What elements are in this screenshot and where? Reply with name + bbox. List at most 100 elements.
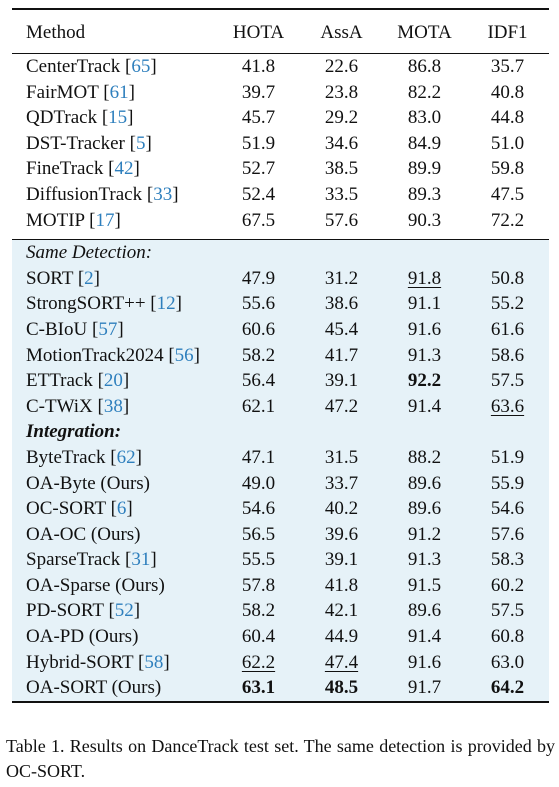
citation-link[interactable]: 12 bbox=[156, 293, 176, 315]
group-same-detection: Same Detection: SORT [2] 47.9 31.2 91.8 50.8 S… bbox=[12, 240, 549, 702]
assa-cell: 39.1 bbox=[300, 547, 383, 573]
mota-value: 89.6 bbox=[407, 472, 442, 494]
table-row-pd-sort: PD-SORT [52] 58.2 42.1 89.6 57.5 bbox=[12, 598, 549, 625]
idf1-cell: 55.9 bbox=[466, 470, 549, 497]
mota-value: 83.0 bbox=[407, 107, 442, 129]
hota-value: 47.9 bbox=[241, 267, 276, 289]
citation-link[interactable]: 56 bbox=[174, 344, 194, 366]
hota-value: 49.0 bbox=[241, 472, 276, 494]
table-row-oa-sort-ours: OA-SORT (Ours) 63.1 48.5 91.7 64.2 bbox=[12, 675, 549, 702]
citation-link[interactable]: 57 bbox=[98, 318, 118, 340]
assa-cell: 41.7 bbox=[300, 342, 383, 369]
idf1-cell: 63.0 bbox=[466, 649, 549, 676]
mota-cell: 91.2 bbox=[383, 521, 466, 548]
idf1-value: 58.6 bbox=[490, 344, 525, 366]
method-name: DiffusionTrack bbox=[26, 183, 143, 205]
method-name: DST-Tracker bbox=[26, 132, 125, 154]
method-name: MotionTrack2024 bbox=[26, 344, 164, 366]
citation-link[interactable]: 61 bbox=[109, 81, 129, 103]
citation-link[interactable]: 15 bbox=[108, 107, 128, 129]
method-name: OA-SORT (Ours) bbox=[26, 677, 162, 699]
table-row-oa-byte-ours: OA-Byte (Ours) 49.0 33.7 89.6 55.9 bbox=[12, 470, 549, 497]
assa-value: 23.8 bbox=[324, 81, 359, 103]
hota-cell: 52.7 bbox=[217, 156, 300, 182]
method-name: SORT bbox=[26, 267, 74, 289]
citation-link[interactable]: 65 bbox=[131, 56, 151, 77]
assa-value: 38.5 bbox=[324, 158, 359, 180]
section-same-detection: Same Detection: bbox=[12, 240, 549, 266]
assa-cell: 48.5 bbox=[300, 675, 383, 702]
idf1-value: 60.2 bbox=[490, 574, 525, 596]
idf1-value: 40.8 bbox=[490, 81, 525, 103]
method-name: ByteTrack bbox=[26, 446, 106, 468]
citation-link[interactable]: 6 bbox=[116, 498, 127, 520]
method-name: MOTIP bbox=[26, 209, 85, 231]
hota-cell: 49.0 bbox=[217, 470, 300, 497]
mota-value: 89.6 bbox=[407, 498, 442, 520]
assa-value: 33.5 bbox=[324, 183, 359, 205]
idf1-cell: 54.6 bbox=[466, 496, 549, 522]
mota-value: 89.6 bbox=[407, 600, 442, 622]
assa-value: 48.5 bbox=[324, 677, 359, 699]
mota-cell: 91.7 bbox=[383, 675, 466, 702]
idf1-cell: 47.5 bbox=[466, 182, 549, 208]
citation-link[interactable]: 31 bbox=[131, 549, 151, 571]
idf1-value: 60.8 bbox=[490, 626, 525, 648]
citation-link[interactable]: 38 bbox=[103, 395, 123, 417]
citation-link[interactable]: 17 bbox=[95, 209, 115, 231]
citation-link[interactable]: 5 bbox=[135, 132, 146, 154]
table-row-oa-sparse-ours: OA-Sparse (Ours) 57.8 41.8 91.5 60.2 bbox=[12, 572, 549, 599]
assa-cell: 38.5 bbox=[300, 156, 383, 182]
idf1-value: 57.5 bbox=[490, 370, 525, 392]
citation-link[interactable]: 62 bbox=[116, 446, 136, 468]
hota-cell: 57.8 bbox=[217, 572, 300, 599]
method-cell: CenterTrack [65] bbox=[26, 56, 157, 77]
mota-value: 91.3 bbox=[407, 549, 442, 571]
assa-value: 45.4 bbox=[324, 318, 359, 340]
method-name: OC-SORT bbox=[26, 498, 106, 520]
idf1-value: 58.3 bbox=[490, 549, 525, 571]
method-cell: Hybrid-SORT [58] bbox=[12, 649, 217, 676]
table-row-hybrid-sort: Hybrid-SORT [58] 62.2 47.4 91.6 63.0 bbox=[12, 649, 549, 676]
citation-link[interactable]: 42 bbox=[114, 158, 134, 180]
header-row: Method HOTA AssA MOTA IDF1 bbox=[12, 10, 549, 54]
mota-cell: 92.2 bbox=[383, 368, 466, 394]
mota-value: 91.6 bbox=[407, 651, 442, 673]
assa-value: 31.2 bbox=[324, 267, 359, 289]
citation-link[interactable]: 2 bbox=[84, 267, 94, 289]
mota-cell: 91.1 bbox=[383, 291, 466, 317]
method-cell: StrongSORT++ [12] bbox=[12, 291, 217, 317]
mota-value: 86.8 bbox=[407, 56, 442, 77]
idf1-cell: 57.5 bbox=[466, 368, 549, 394]
header-mota: MOTA bbox=[397, 22, 452, 43]
citation-link[interactable]: 33 bbox=[153, 183, 173, 205]
hota-value: 63.1 bbox=[241, 677, 276, 699]
method-cell: OA-OC (Ours) bbox=[12, 521, 217, 548]
hota-value: 39.7 bbox=[241, 81, 276, 103]
table-row-motip: MOTIP [17] 67.5 57.6 90.3 72.2 bbox=[12, 208, 549, 234]
idf1-value: 44.8 bbox=[490, 107, 525, 129]
method-name: OA-OC (Ours) bbox=[26, 523, 141, 545]
citation-link[interactable]: 20 bbox=[103, 370, 123, 392]
assa-value: 31.5 bbox=[324, 446, 359, 468]
hota-cell: 62.1 bbox=[217, 393, 300, 420]
header-rule bbox=[12, 53, 549, 54]
mota-value: 90.3 bbox=[407, 209, 442, 231]
mota-cell: 91.6 bbox=[383, 649, 466, 676]
assa-cell: 40.2 bbox=[300, 496, 383, 522]
assa-value: 47.4 bbox=[324, 651, 359, 673]
mota-value: 88.2 bbox=[407, 446, 442, 468]
hota-cell: 58.2 bbox=[217, 342, 300, 369]
idf1-value: 57.5 bbox=[490, 600, 525, 622]
assa-value: 29.2 bbox=[324, 107, 359, 129]
hota-cell: 51.9 bbox=[217, 131, 300, 157]
method-name: SparseTrack bbox=[26, 549, 121, 571]
citation-link[interactable]: 58 bbox=[144, 651, 164, 673]
hota-value: 47.1 bbox=[241, 446, 276, 468]
method-name: ETTrack bbox=[26, 370, 93, 392]
idf1-value: 59.8 bbox=[490, 158, 525, 180]
assa-cell: 57.6 bbox=[300, 208, 383, 234]
hota-value: 67.5 bbox=[241, 209, 276, 231]
hota-cell: 58.2 bbox=[217, 598, 300, 625]
citation-link[interactable]: 52 bbox=[114, 600, 134, 622]
